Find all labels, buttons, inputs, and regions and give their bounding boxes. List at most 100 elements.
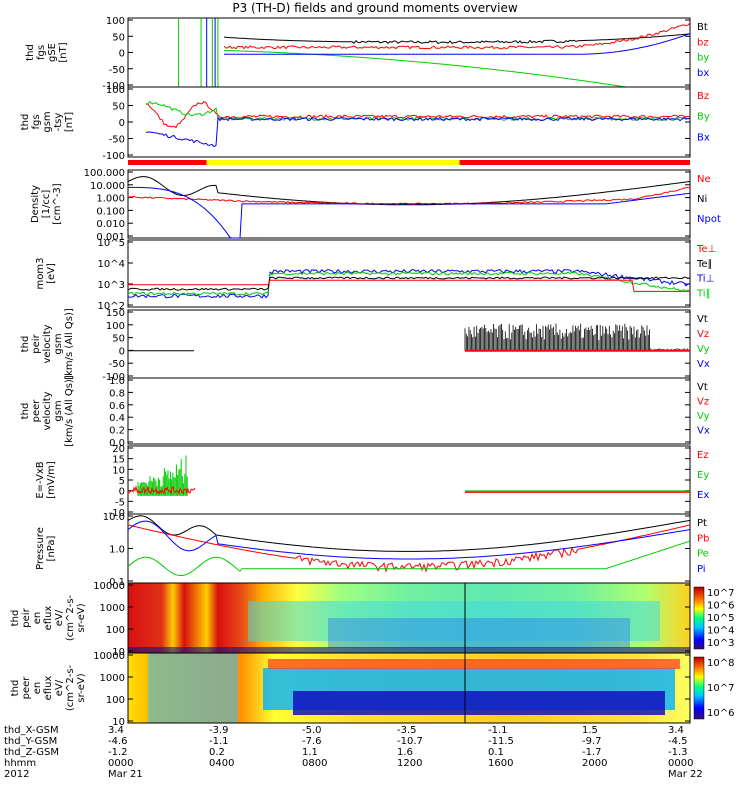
- mode-bar-fast: [206, 160, 460, 165]
- legend-Te⊥: Te⊥: [696, 244, 716, 255]
- y-axis-label: gSE: [47, 43, 58, 62]
- heatmap-floor: [128, 647, 690, 653]
- footer-value: -1.1: [488, 725, 508, 736]
- y-tick-label: 1.0: [109, 376, 125, 387]
- y-tick-label: 100: [106, 85, 125, 96]
- legend-Ne: Ne: [697, 174, 711, 185]
- y-tick-label: 15: [112, 455, 125, 466]
- y-tick-label: -10: [109, 508, 125, 519]
- panel-pressure: 10.0 1.0 0.1 Pressure [nPa] Pt Pb Pe Pi: [35, 512, 709, 588]
- y-axis-label: [cm^-3]: [52, 183, 63, 224]
- legend-Vx: Vx: [697, 359, 710, 370]
- legend-Ey: Ey: [697, 470, 709, 481]
- y-axis-label: [km/s (All Qs)]: [64, 308, 75, 380]
- y-axis-label: (cm^2-s-: [65, 664, 76, 711]
- legend-Vy: Vy: [697, 411, 710, 422]
- heatmap-low-band: [328, 618, 630, 648]
- y-tick-label: 0.4: [109, 413, 125, 424]
- legend-Vx: Vx: [697, 426, 710, 437]
- legend-Vz: Vz: [697, 329, 709, 340]
- series-Ni: [127, 176, 691, 206]
- y-axis-label: mom3: [35, 258, 46, 290]
- y-tick-label: 10^3: [98, 280, 125, 291]
- footer-value: 0.2: [209, 747, 225, 758]
- y-axis-label: thd: [10, 680, 21, 697]
- y-axis-label: en: [32, 612, 43, 625]
- panel-fgs_gse: 100 50 0 -50 -100 thd fgs gSE [nT] Bt bz by bx: [25, 16, 709, 92]
- y-axis-label: peer: [31, 399, 42, 423]
- y-axis-label: eV/: [54, 679, 65, 696]
- legend-Npot: Npot: [697, 214, 721, 225]
- footer-label: 2012: [4, 769, 30, 780]
- panel-peer_eflux: 10^8 10^7 10^6 10000 1000 100 10 thd peer en eflux…: [10, 651, 734, 728]
- y-tick-label: 50: [112, 102, 125, 113]
- footer-label: thd_Y-GSM: [4, 736, 58, 747]
- legend-Bt: Bt: [697, 22, 708, 33]
- legend-Ni: Ni: [697, 194, 707, 205]
- panel-frame: [127, 377, 691, 445]
- footer-value: 3.4: [108, 725, 124, 736]
- panel-frame: [127, 86, 691, 158]
- footer-value: -1.7: [582, 747, 602, 758]
- y-tick-label: 50: [112, 334, 125, 345]
- series-Te-par: [127, 276, 691, 291]
- y-tick-label: 0: [119, 487, 125, 498]
- y-axis-label: [eV]: [46, 263, 57, 284]
- footer-value: -7.6: [302, 736, 322, 747]
- footer-value: -1.1: [209, 736, 229, 747]
- legend-Ti⊥: Ti⊥: [696, 274, 714, 285]
- y-tick-label: 100: [106, 16, 125, 27]
- series-Bt: [223, 33, 691, 45]
- colorbar-tick-label: 10^5: [707, 613, 734, 624]
- series-Ne: [127, 186, 691, 206]
- series-Bz: [146, 100, 691, 129]
- legend-bx: bx: [697, 68, 709, 79]
- heatmap-core: [248, 601, 660, 641]
- legend-Ti∥: Ti∥: [696, 288, 711, 299]
- y-tick-label: 100.000: [84, 168, 125, 179]
- panel-frame: [127, 445, 691, 515]
- heatmap-top-band: [268, 659, 680, 669]
- y-tick-label: 1000: [100, 603, 125, 614]
- y-tick-label: 0: [119, 118, 125, 129]
- footer-value: -3.9: [209, 725, 229, 736]
- y-axis-label: [nT]: [58, 42, 69, 62]
- y-tick-label: 0.2: [109, 426, 125, 437]
- legend-Pe: Pe: [697, 549, 709, 560]
- y-tick-label: 0.6: [109, 401, 125, 412]
- y-axis-label: peir: [21, 607, 32, 627]
- footer-label: hhmm: [4, 758, 37, 769]
- footer-value: 0800: [302, 758, 328, 769]
- y-tick-label: 0.0: [109, 438, 125, 449]
- y-tick-label: 10^4: [98, 259, 125, 270]
- y-axis-label: thd: [20, 114, 31, 131]
- y-axis-label: Pressure: [35, 527, 46, 570]
- footer-value: 1.6: [397, 747, 413, 758]
- colorbar-tick-label: 10^7: [707, 683, 734, 694]
- y-tick-label: 10^5: [98, 238, 125, 249]
- footer-row: 2012 Mar 21 Mar 22: [4, 770, 744, 780]
- series-Npot: [128, 186, 691, 239]
- footer-value: 1600: [488, 758, 514, 769]
- footer-value: 2000: [582, 758, 608, 769]
- panel-peer_velocity: 1.00.8 0.60.4 0.20.0 thd peer velocity gsm [km/…: [20, 375, 710, 449]
- footer-value: -4.6: [108, 736, 128, 747]
- panel-frame: [127, 239, 691, 308]
- footer-row: thd_X-GSM 3.4 -3.9 -5.0 -3.5 -1.1 1.5 3.4: [4, 726, 744, 736]
- panel-frame: [127, 513, 691, 584]
- series-Te-perp: [128, 279, 690, 292]
- legend-by: by: [697, 53, 709, 64]
- y-tick-label: 1.0: [109, 545, 125, 556]
- heatmap-dense-band: [293, 691, 665, 715]
- y-axis-label: eflux: [43, 606, 54, 631]
- mode-bar-slow: [128, 160, 207, 165]
- legend-Vt: Vt: [697, 314, 708, 325]
- series-bz: [223, 22, 691, 50]
- y-tick-label: 100: [106, 321, 125, 332]
- colorbar: [693, 656, 705, 720]
- footer-value: 0000: [108, 758, 134, 769]
- y-axis-label: thd: [20, 403, 31, 420]
- panel-peir_velocity: 150 100 500 -50 -100 thd peir velocity gsm [km/s …: [20, 308, 710, 383]
- legend-Bz: Bz: [697, 91, 709, 102]
